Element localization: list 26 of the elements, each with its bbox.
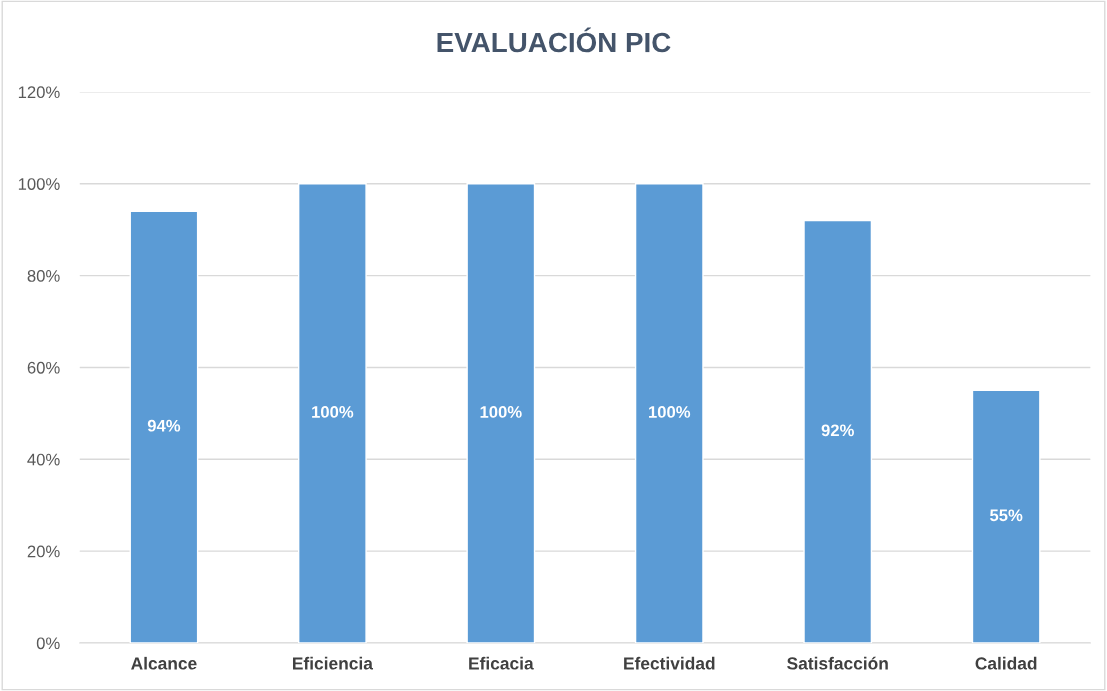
- bar: [297, 183, 367, 643]
- data-label: 55%: [990, 509, 1023, 522]
- data-label: 94%: [147, 419, 181, 432]
- x-tick-label: Alcance: [131, 656, 197, 670]
- y-tick-label: 60%: [27, 361, 60, 374]
- bar: [803, 219, 873, 643]
- data-label: 100%: [649, 406, 691, 418]
- x-tick-label: Calidad: [975, 656, 1037, 670]
- data-label: 100%: [480, 406, 522, 418]
- y-tick-label: 100%: [18, 178, 60, 190]
- bar: [971, 389, 1041, 643]
- data-label: 100%: [312, 406, 354, 418]
- x-tick-label: Efectividad: [624, 656, 715, 670]
- x-tick-label: Eficacia: [469, 656, 534, 670]
- bar: [634, 183, 704, 643]
- y-tick-label: 0%: [36, 637, 60, 650]
- data-label: 92%: [821, 424, 854, 437]
- y-tick-label: 120%: [18, 86, 60, 99]
- x-tick-label: Satisfacción: [787, 656, 888, 670]
- chart-title: EVALUACIÓN PIC: [437, 27, 671, 53]
- bar: [129, 210, 199, 643]
- y-tick-label: 80%: [27, 269, 60, 282]
- y-tick-label: 20%: [27, 545, 60, 558]
- x-tick-label: Eficiencia: [293, 656, 374, 670]
- y-tick-label: 40%: [27, 453, 60, 466]
- bar: [466, 183, 536, 643]
